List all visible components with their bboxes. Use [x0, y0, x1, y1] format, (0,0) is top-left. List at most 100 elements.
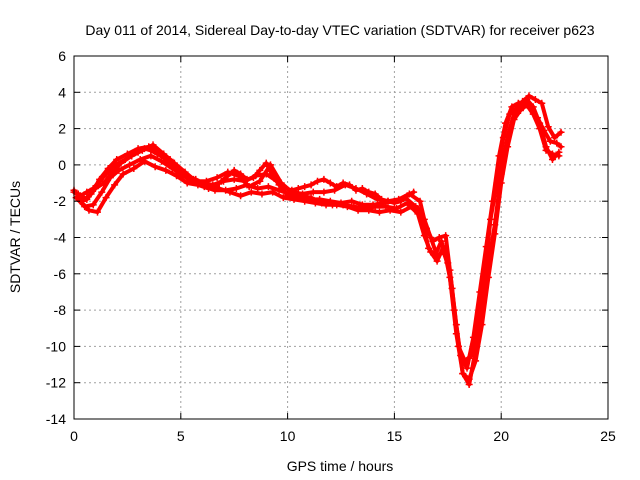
data-point [192, 175, 200, 183]
data-point [83, 195, 91, 203]
data-point [410, 188, 418, 196]
data-point [348, 197, 356, 205]
data-point [343, 203, 351, 211]
data-point [557, 143, 565, 151]
data-point [243, 175, 251, 183]
data-point [333, 201, 341, 209]
data-point [96, 177, 104, 185]
data-point [365, 188, 373, 196]
data-point [371, 190, 379, 198]
data-point [427, 248, 435, 256]
data-point [420, 232, 428, 240]
data-point [375, 208, 383, 216]
y-tick-label: -6 [54, 266, 67, 282]
data-point [128, 152, 136, 160]
series-line [76, 93, 563, 363]
x-axis-label: GPS time / hours [287, 458, 394, 474]
data-point [299, 190, 307, 198]
y-tick-label: -8 [54, 302, 67, 318]
y-tick-label: -10 [46, 338, 66, 354]
data-point [546, 137, 554, 145]
data-layer [70, 92, 565, 389]
data-point [134, 148, 142, 156]
x-tick-label: 25 [600, 428, 616, 444]
data-point [433, 252, 441, 260]
data-point [427, 234, 435, 241]
data-point [224, 172, 232, 180]
data-point [551, 134, 559, 142]
data-point [386, 206, 394, 214]
data-point [397, 197, 405, 205]
data-point [198, 179, 206, 187]
grid-lines [74, 56, 608, 419]
data-point [352, 186, 360, 194]
data-point [170, 159, 178, 167]
data-point [538, 99, 546, 107]
data-point [553, 139, 561, 147]
data-point [275, 181, 283, 189]
data-point [183, 179, 191, 187]
data-point [213, 174, 221, 182]
data-point [346, 181, 354, 189]
data-point [311, 199, 319, 207]
y-tick-label: 2 [58, 121, 66, 137]
data-point [256, 177, 264, 185]
data-point [365, 206, 373, 214]
data-point [314, 177, 322, 185]
data-point [529, 110, 537, 118]
data-point [288, 186, 296, 194]
data-point [339, 179, 347, 187]
data-point [237, 192, 245, 200]
y-tick-label: 0 [58, 157, 66, 173]
axis-ticks: 0 5 10 15 20 25 -14 -12 -10 -8 -6 -4 -2 0 2 4 6 [46, 48, 616, 444]
data-point [121, 155, 129, 163]
data-point [397, 208, 405, 216]
data-point [254, 184, 262, 192]
data-point [525, 92, 533, 100]
data-point [420, 215, 428, 223]
data-point [217, 177, 225, 185]
data-point [523, 101, 531, 109]
data-point [93, 208, 101, 216]
data-point [115, 159, 123, 167]
data-point [102, 194, 110, 202]
data-point [358, 184, 366, 192]
data-point [76, 192, 84, 200]
x-tick-label: 20 [493, 428, 509, 444]
data-point [113, 155, 121, 163]
data-point [158, 157, 166, 165]
x-tick-label: 15 [387, 428, 403, 444]
data-point [435, 234, 443, 241]
data-point [499, 134, 507, 142]
data-point [140, 157, 148, 165]
data-point [256, 166, 264, 174]
data-point [403, 192, 411, 200]
data-point [390, 199, 398, 207]
data-point [467, 351, 475, 359]
data-point [506, 110, 514, 118]
data-point [130, 165, 138, 173]
x-tick-label: 10 [280, 428, 296, 444]
x-tick-label: 5 [177, 428, 185, 444]
y-tick-label: -12 [46, 375, 66, 391]
data-point [384, 197, 392, 205]
data-point [258, 190, 266, 198]
data-point [307, 194, 315, 202]
data-point [508, 103, 516, 111]
x-tick-label: 0 [70, 428, 78, 444]
data-point [290, 195, 298, 203]
data-point [416, 197, 424, 205]
data-point [140, 145, 148, 153]
data-point [211, 183, 219, 191]
data-point [230, 175, 238, 183]
data-point [440, 248, 448, 256]
data-point [531, 96, 539, 104]
series-track-3 [74, 92, 565, 365]
data-point [442, 232, 450, 240]
data-point [119, 170, 127, 178]
y-tick-label: -14 [46, 411, 66, 427]
y-tick-label: -2 [54, 193, 67, 209]
data-point [247, 188, 255, 196]
data-point [463, 364, 471, 372]
